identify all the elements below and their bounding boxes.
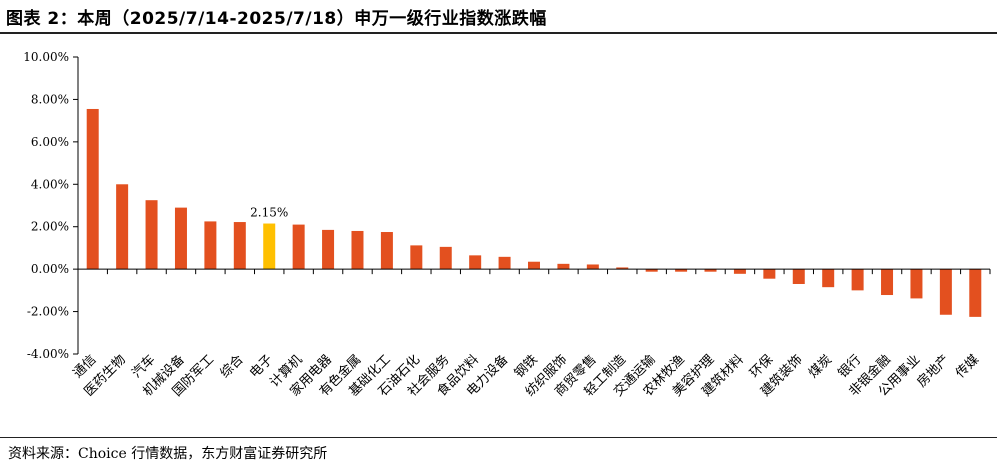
title-divider bbox=[0, 32, 997, 34]
bar-24 bbox=[763, 269, 776, 279]
category-label: 传媒 bbox=[953, 352, 982, 381]
bar-1 bbox=[86, 108, 99, 270]
y-tick-label: 2.00% bbox=[31, 220, 69, 234]
bar-6 bbox=[233, 222, 246, 270]
source-note: 资料来源：Choice 行情数据，东方财富证券研究所 bbox=[8, 446, 328, 462]
bar-10 bbox=[351, 230, 364, 270]
bar-5 bbox=[204, 221, 217, 270]
bar-12 bbox=[410, 245, 423, 270]
bar-15 bbox=[498, 256, 511, 270]
y-tick-label: -2.00% bbox=[27, 305, 69, 319]
y-tick-label: -4.00% bbox=[27, 347, 69, 361]
bar-chart: 10.00% 8.00% 6.00% 4.00% 2.00% 0.00% -2.00% -4.… bbox=[23, 50, 991, 400]
bar-9 bbox=[322, 229, 335, 270]
bar-22 bbox=[704, 269, 717, 272]
bar-28 bbox=[881, 269, 894, 296]
y-tick-label: 6.00% bbox=[31, 135, 69, 149]
bar-11 bbox=[380, 232, 393, 270]
bar-7 bbox=[263, 223, 276, 270]
bar-27 bbox=[851, 269, 864, 291]
bar-20 bbox=[645, 269, 658, 272]
y-tick-label: 4.00% bbox=[31, 177, 69, 191]
bar-13 bbox=[439, 246, 452, 270]
bar-26 bbox=[822, 269, 835, 288]
bar-25 bbox=[792, 269, 805, 284]
bar-3 bbox=[145, 200, 158, 270]
data-label: 2.15% bbox=[250, 206, 288, 220]
bar-29 bbox=[910, 269, 923, 299]
bar-4 bbox=[174, 207, 187, 270]
bar-19 bbox=[616, 267, 629, 270]
bar-30 bbox=[939, 269, 952, 315]
bar-21 bbox=[675, 269, 688, 272]
footer-divider bbox=[0, 437, 997, 438]
y-tick-label: 8.00% bbox=[31, 92, 69, 106]
y-tick-label: 0.00% bbox=[31, 262, 69, 276]
bar-14 bbox=[469, 255, 482, 270]
bar-16 bbox=[528, 261, 540, 270]
category-label: 煤炭 bbox=[806, 352, 835, 381]
bar-2 bbox=[116, 184, 129, 270]
bar-8 bbox=[292, 224, 305, 270]
category-label: 综合 bbox=[218, 352, 247, 381]
bar-31 bbox=[969, 269, 982, 317]
y-tick-label: 10.00% bbox=[23, 50, 69, 64]
bar-23 bbox=[733, 269, 746, 274]
bar-18 bbox=[586, 264, 599, 270]
bar-17 bbox=[557, 263, 570, 270]
chart-title: 图表 2：本周（2025/7/14-2025/7/18）申万一级行业指数涨跌幅 bbox=[6, 9, 547, 29]
category-label: 房地产 bbox=[914, 352, 953, 391]
